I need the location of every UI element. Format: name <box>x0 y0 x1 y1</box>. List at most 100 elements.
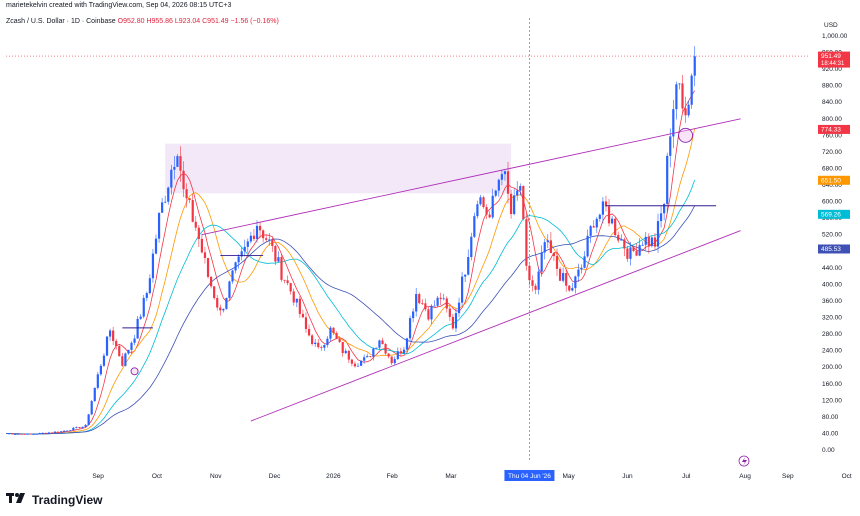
y-tick-label: 760.00 <box>822 132 842 139</box>
candle-body <box>304 317 308 329</box>
tradingview-logo-icon <box>6 492 28 507</box>
footer-brand: TradingView <box>6 492 102 507</box>
candle-body <box>38 432 41 435</box>
candle-body <box>311 335 314 344</box>
candle-body <box>231 270 234 282</box>
candle-body <box>323 344 326 348</box>
candle-body <box>200 238 204 253</box>
candle-body <box>47 432 50 434</box>
y-tick-label: 240.00 <box>822 348 842 355</box>
candle-body <box>329 327 332 339</box>
price-tag-value: 485.53 <box>821 246 841 253</box>
candle-body <box>568 285 571 291</box>
candle-body <box>17 433 20 435</box>
price-tag-value: 951.49 <box>821 53 841 60</box>
y-tick-label: 720.00 <box>822 149 842 156</box>
candle-body <box>617 235 620 241</box>
candle-body <box>659 213 663 222</box>
candle-body <box>338 338 341 342</box>
candle-body <box>133 338 136 343</box>
candle-body <box>265 238 268 240</box>
y-tick-label: 520.00 <box>822 232 842 239</box>
candle-body <box>326 338 329 345</box>
candle-body <box>638 245 641 256</box>
candle-body <box>387 353 390 357</box>
candle-body <box>99 365 102 375</box>
candle-body <box>623 239 626 249</box>
candle-body <box>142 297 145 317</box>
candle-body <box>375 347 378 349</box>
candle-body <box>421 303 424 305</box>
y-tick-label: 920.00 <box>822 66 842 73</box>
candle-body <box>641 244 644 246</box>
candle-body <box>151 253 155 279</box>
candle-body <box>454 313 458 329</box>
candle-body <box>522 186 525 220</box>
candle-body <box>558 268 562 281</box>
candle-body <box>470 236 473 258</box>
candle-body <box>268 239 271 241</box>
candle-body <box>528 265 531 281</box>
y-tick-label: 40.00 <box>822 430 839 437</box>
candle-body <box>317 342 320 348</box>
candle-body <box>378 340 381 348</box>
candle-body <box>396 351 399 360</box>
candle-body <box>601 201 605 215</box>
candle-body <box>372 348 375 357</box>
candle-body <box>537 271 540 290</box>
candle-body <box>320 347 323 348</box>
candle-body <box>571 288 574 291</box>
candle-body <box>249 235 252 242</box>
upper-trendline <box>201 118 741 236</box>
candle-body <box>650 237 653 246</box>
candle-body <box>115 340 118 347</box>
candle-body <box>479 197 482 205</box>
candle-body <box>516 190 519 196</box>
currency-label[interactable]: USD <box>824 22 838 29</box>
candle-body <box>684 108 687 116</box>
candle-body <box>75 427 78 428</box>
candle-body <box>503 171 507 175</box>
candle-body <box>289 283 292 292</box>
candle-body <box>580 267 583 270</box>
y-tick-label: 440.00 <box>822 265 842 272</box>
candle-body <box>519 186 522 191</box>
candle-body <box>127 349 130 354</box>
candle-body <box>81 426 84 429</box>
crosshair-date-label: Thu 04 Jun '26 <box>508 473 551 480</box>
candle-body <box>663 203 666 214</box>
candle-body <box>451 316 455 329</box>
price-tag-value: 651.50 <box>821 177 841 184</box>
x-tick-label: Oct <box>152 473 162 480</box>
x-tick-label: Sep <box>92 473 104 480</box>
candle-body <box>666 155 669 204</box>
candle-body <box>363 357 366 361</box>
crosshair-date-tag <box>504 470 555 481</box>
candle-body <box>203 252 207 259</box>
candle-body <box>59 431 63 433</box>
candle-body <box>681 83 684 109</box>
candle-body <box>179 156 182 171</box>
y-tick-label: 840.00 <box>822 99 842 106</box>
candle-body <box>562 273 565 281</box>
candle-body <box>32 434 35 435</box>
x-tick-label: Feb <box>387 473 399 480</box>
candle-body <box>225 297 228 309</box>
price-tag-countdown: 18:44:31 <box>821 61 845 67</box>
candle-body <box>222 308 225 311</box>
candle-body <box>69 430 72 431</box>
candle-body <box>497 179 500 191</box>
y-tick-label: 800.00 <box>822 116 842 123</box>
x-tick-label: Jul <box>682 473 691 480</box>
candle-body <box>191 200 194 222</box>
x-tick-label: Mar <box>445 473 457 480</box>
candle-body <box>356 365 360 367</box>
candle-body <box>277 257 280 262</box>
candle-body <box>78 427 81 429</box>
symbol-title[interactable]: Zcash / U.S. Dollar · 1D · Coinbase <box>6 18 116 25</box>
candle-body <box>513 195 516 215</box>
candle-body <box>607 206 611 224</box>
candle-body <box>170 169 173 188</box>
author-line: marietekelvin created with TradingView.c… <box>6 2 232 9</box>
